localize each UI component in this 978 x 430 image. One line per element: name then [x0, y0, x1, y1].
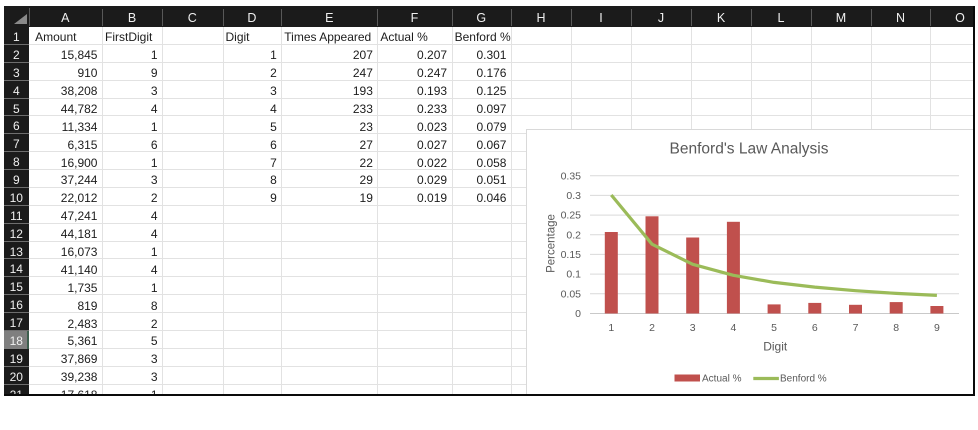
- svg-text:9: 9: [933, 322, 939, 334]
- svg-text:Benford %: Benford %: [780, 374, 827, 385]
- svg-text:Actual %: Actual %: [702, 374, 742, 385]
- svg-text:Digit: Digit: [763, 340, 788, 354]
- svg-text:4: 4: [730, 322, 736, 334]
- svg-text:5: 5: [771, 322, 777, 334]
- svg-text:0.1: 0.1: [566, 269, 581, 281]
- svg-text:1: 1: [608, 322, 614, 334]
- svg-text:0.35: 0.35: [560, 170, 581, 182]
- svg-text:0: 0: [575, 308, 581, 320]
- svg-text:Percentage: Percentage: [545, 214, 557, 273]
- svg-text:3: 3: [689, 322, 695, 334]
- svg-text:7: 7: [852, 322, 858, 334]
- svg-text:6: 6: [811, 322, 817, 334]
- svg-text:0.25: 0.25: [560, 210, 581, 222]
- svg-text:0.3: 0.3: [566, 190, 581, 202]
- svg-text:2: 2: [649, 322, 655, 334]
- svg-text:8: 8: [893, 322, 899, 334]
- svg-text:0.2: 0.2: [566, 229, 581, 241]
- svg-text:0.05: 0.05: [560, 288, 581, 300]
- svg-text:Benford's Law Analysis: Benford's Law Analysis: [669, 141, 828, 158]
- svg-text:0.15: 0.15: [560, 249, 581, 261]
